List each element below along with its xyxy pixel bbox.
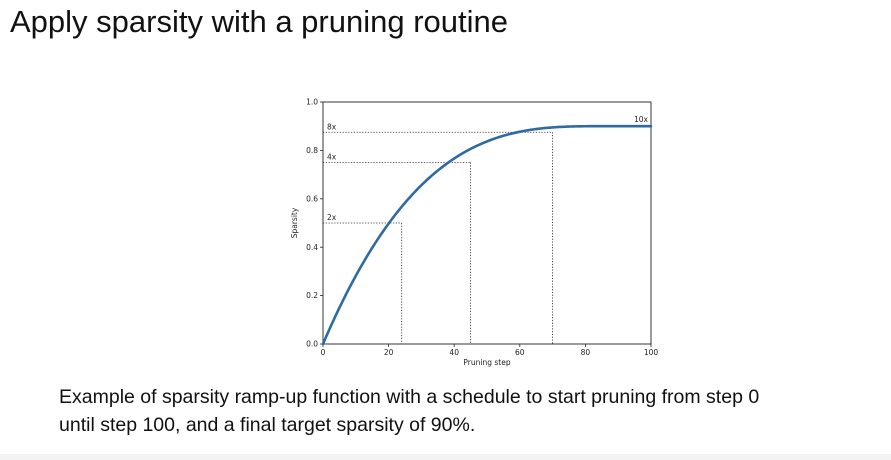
slide-title: Apply sparsity with a pruning routine	[10, 4, 508, 39]
x-tick-label: 40	[449, 348, 459, 357]
annotation-label: 4x	[327, 153, 337, 162]
x-tick-label: 100	[644, 348, 659, 357]
y-tick-label: 0.0	[306, 340, 318, 349]
x-tick-label: 60	[515, 348, 525, 357]
y-axis-label: Sparsity	[290, 207, 299, 238]
footer-bar	[0, 454, 891, 460]
y-tick-label: 1.0	[306, 98, 318, 107]
sparsity-chart: 0 20 40 60 80 100 0.0 0.2 0.4 0.6 0.8 1.0 Pruning st…	[290, 98, 659, 367]
x-tick-label: 20	[384, 348, 394, 357]
caption: Example of sparsity ramp-up function wit…	[59, 383, 859, 439]
x-tick-label: 80	[581, 348, 591, 357]
annotation-label: 8x	[327, 122, 337, 131]
y-tick-label: 0.6	[306, 194, 318, 203]
y-tick-label: 0.4	[306, 243, 318, 252]
annotation-label: 10x	[634, 115, 649, 124]
y-tick-label: 0.2	[306, 291, 318, 300]
caption-line-1: Example of sparsity ramp-up function wit…	[59, 386, 760, 408]
x-tick-label: 0	[321, 348, 326, 357]
y-tick-label: 0.8	[306, 146, 318, 155]
annotation-label: 2x	[327, 213, 337, 222]
caption-line-2: until step 100, and a final target spars…	[59, 414, 476, 436]
sparsity-curve	[321, 124, 653, 346]
x-axis-label: Pruning step	[463, 358, 510, 367]
plot-frame	[322, 101, 652, 345]
